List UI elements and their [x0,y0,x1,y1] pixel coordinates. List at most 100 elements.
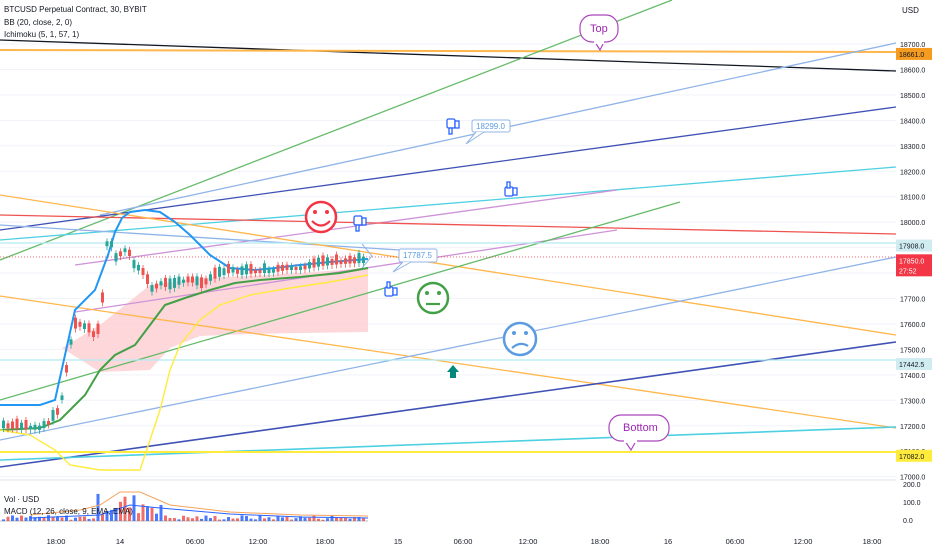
price-bubble-17787[interactable] [392,248,438,273]
macd-legend[interactable]: MACD (12, 26, close, 9, EMA, EMA) [4,507,133,516]
candle[interactable] [87,323,91,333]
candle[interactable] [60,395,64,400]
candle[interactable] [15,418,19,429]
candle[interactable] [137,264,140,271]
candle[interactable] [146,274,149,284]
candle[interactable] [267,268,271,273]
trendline-green-lower[interactable] [0,201,681,401]
candle[interactable] [357,252,361,264]
neutral-face-icon[interactable] [416,281,450,315]
thumbs-up-icon[interactable] [384,281,398,297]
price-axis-badge[interactable] [896,358,932,371]
candle[interactable] [159,281,163,286]
trendline-black[interactable] [0,39,897,72]
confused-face-icon[interactable] [502,321,538,357]
candle[interactable] [56,408,59,415]
bottom-callout[interactable] [608,414,670,452]
candle[interactable] [335,254,338,265]
thumbs-up-icon[interactable] [504,181,518,197]
candle[interactable] [290,265,293,270]
candle[interactable] [272,269,275,273]
candle[interactable] [245,264,248,275]
thumbs-down-icon[interactable] [446,118,460,135]
candle[interactable] [308,262,311,269]
candle[interactable] [42,421,46,428]
price-axis-badge[interactable] [896,449,932,462]
candle[interactable] [294,266,298,270]
candle[interactable] [254,269,257,274]
candle[interactable] [92,331,95,337]
trendline-orange-upper[interactable] [0,194,897,336]
candle[interactable] [312,258,316,268]
candle[interactable] [6,423,10,429]
candle[interactable] [249,264,253,274]
candle[interactable] [150,285,154,292]
candle[interactable] [69,339,73,345]
candle[interactable] [83,323,86,329]
candle[interactable] [326,257,329,266]
candle[interactable] [24,419,28,430]
price-axis-badge[interactable] [896,264,932,277]
candle[interactable] [303,265,307,270]
trendline-teal-lower[interactable] [0,426,897,461]
candle[interactable] [155,283,158,289]
candle[interactable] [222,268,226,275]
candle[interactable] [177,276,181,285]
trendline-navy-lower[interactable] [0,341,897,468]
candle[interactable] [213,267,217,279]
trendline-green-upper[interactable] [0,0,673,261]
price-axis-badge[interactable] [896,47,932,60]
candle[interactable] [209,274,212,281]
thumbs-down-icon[interactable] [353,215,367,232]
candle[interactable] [200,277,203,288]
candle[interactable] [2,420,5,429]
candle[interactable] [285,264,289,270]
candle[interactable] [65,365,68,373]
candle[interactable] [218,266,221,277]
candle[interactable] [33,424,37,430]
time-axis[interactable] [0,531,932,550]
trendline-purple-upper[interactable] [74,189,618,266]
candle[interactable] [182,279,185,283]
happy-face-icon[interactable] [304,200,338,234]
candle[interactable] [344,258,347,264]
candle[interactable] [362,256,365,263]
bottom-label[interactable]: Bottom [623,422,658,434]
candle[interactable] [96,323,100,334]
candle[interactable] [263,263,266,273]
candle[interactable] [168,278,172,290]
volume-legend[interactable]: Vol · USD [4,495,40,504]
candle[interactable] [317,257,320,267]
top-callout[interactable] [579,14,619,52]
candle[interactable] [281,264,284,271]
candle[interactable] [339,260,343,265]
candle[interactable] [191,276,194,283]
candle[interactable] [353,257,356,264]
trendline-navy-upper[interactable] [0,106,897,231]
candle[interactable] [74,317,77,329]
candle[interactable] [38,425,41,430]
candle[interactable] [330,259,334,265]
trendline-red[interactable] [0,214,897,235]
candle[interactable] [119,251,122,257]
candle[interactable] [164,277,167,287]
candle[interactable] [123,248,127,253]
candle[interactable] [11,421,14,429]
price-axis-badge[interactable] [896,239,932,252]
candle[interactable] [105,241,109,247]
candle[interactable] [195,276,199,286]
trendline-blue-fan[interactable] [0,224,401,251]
candle[interactable] [276,264,280,272]
trendline-orange-lower[interactable] [0,295,897,429]
candle[interactable] [132,260,136,269]
candle[interactable] [240,266,244,275]
candle[interactable] [348,255,352,264]
trendline-orange-resistance[interactable] [0,49,897,53]
candle[interactable] [173,278,176,288]
bb-indicator-legend[interactable]: BB (20, close, 2, 0) [4,18,73,27]
candle[interactable] [78,321,82,327]
trendline-blue-lower[interactable] [0,256,897,441]
candle[interactable] [299,266,302,270]
